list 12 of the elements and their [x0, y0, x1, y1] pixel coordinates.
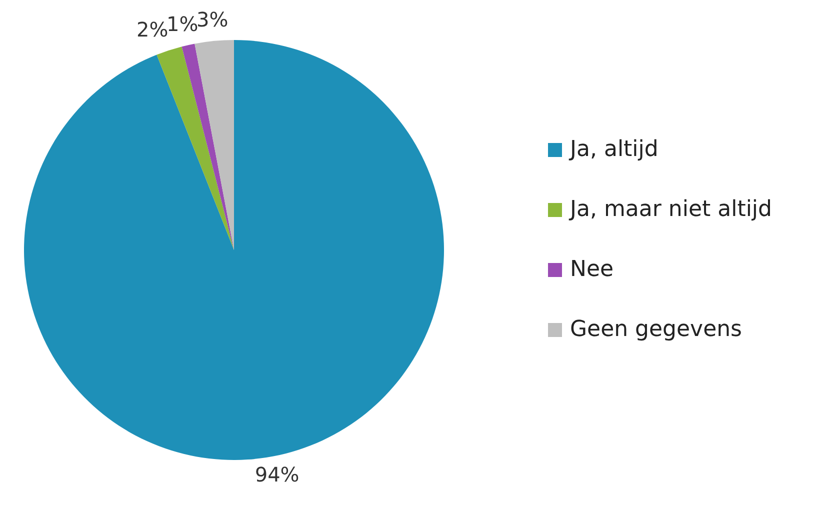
pie-slice: [182, 44, 234, 250]
data-label: 2%: [136, 18, 168, 42]
data-label: 94%: [254, 462, 300, 486]
legend-label: Ja, maar niet altijd: [568, 197, 772, 222]
data-label: 3%: [196, 7, 228, 32]
pie-slice: [24, 40, 444, 460]
pie-slice: [156, 46, 234, 250]
data-label: 1%: [166, 12, 198, 36]
legend-label: Ja, altijd: [568, 137, 658, 162]
legend-label: Nee: [570, 257, 614, 282]
pie-slice: [194, 40, 234, 250]
legend-label: Geen gegevens: [570, 317, 742, 342]
